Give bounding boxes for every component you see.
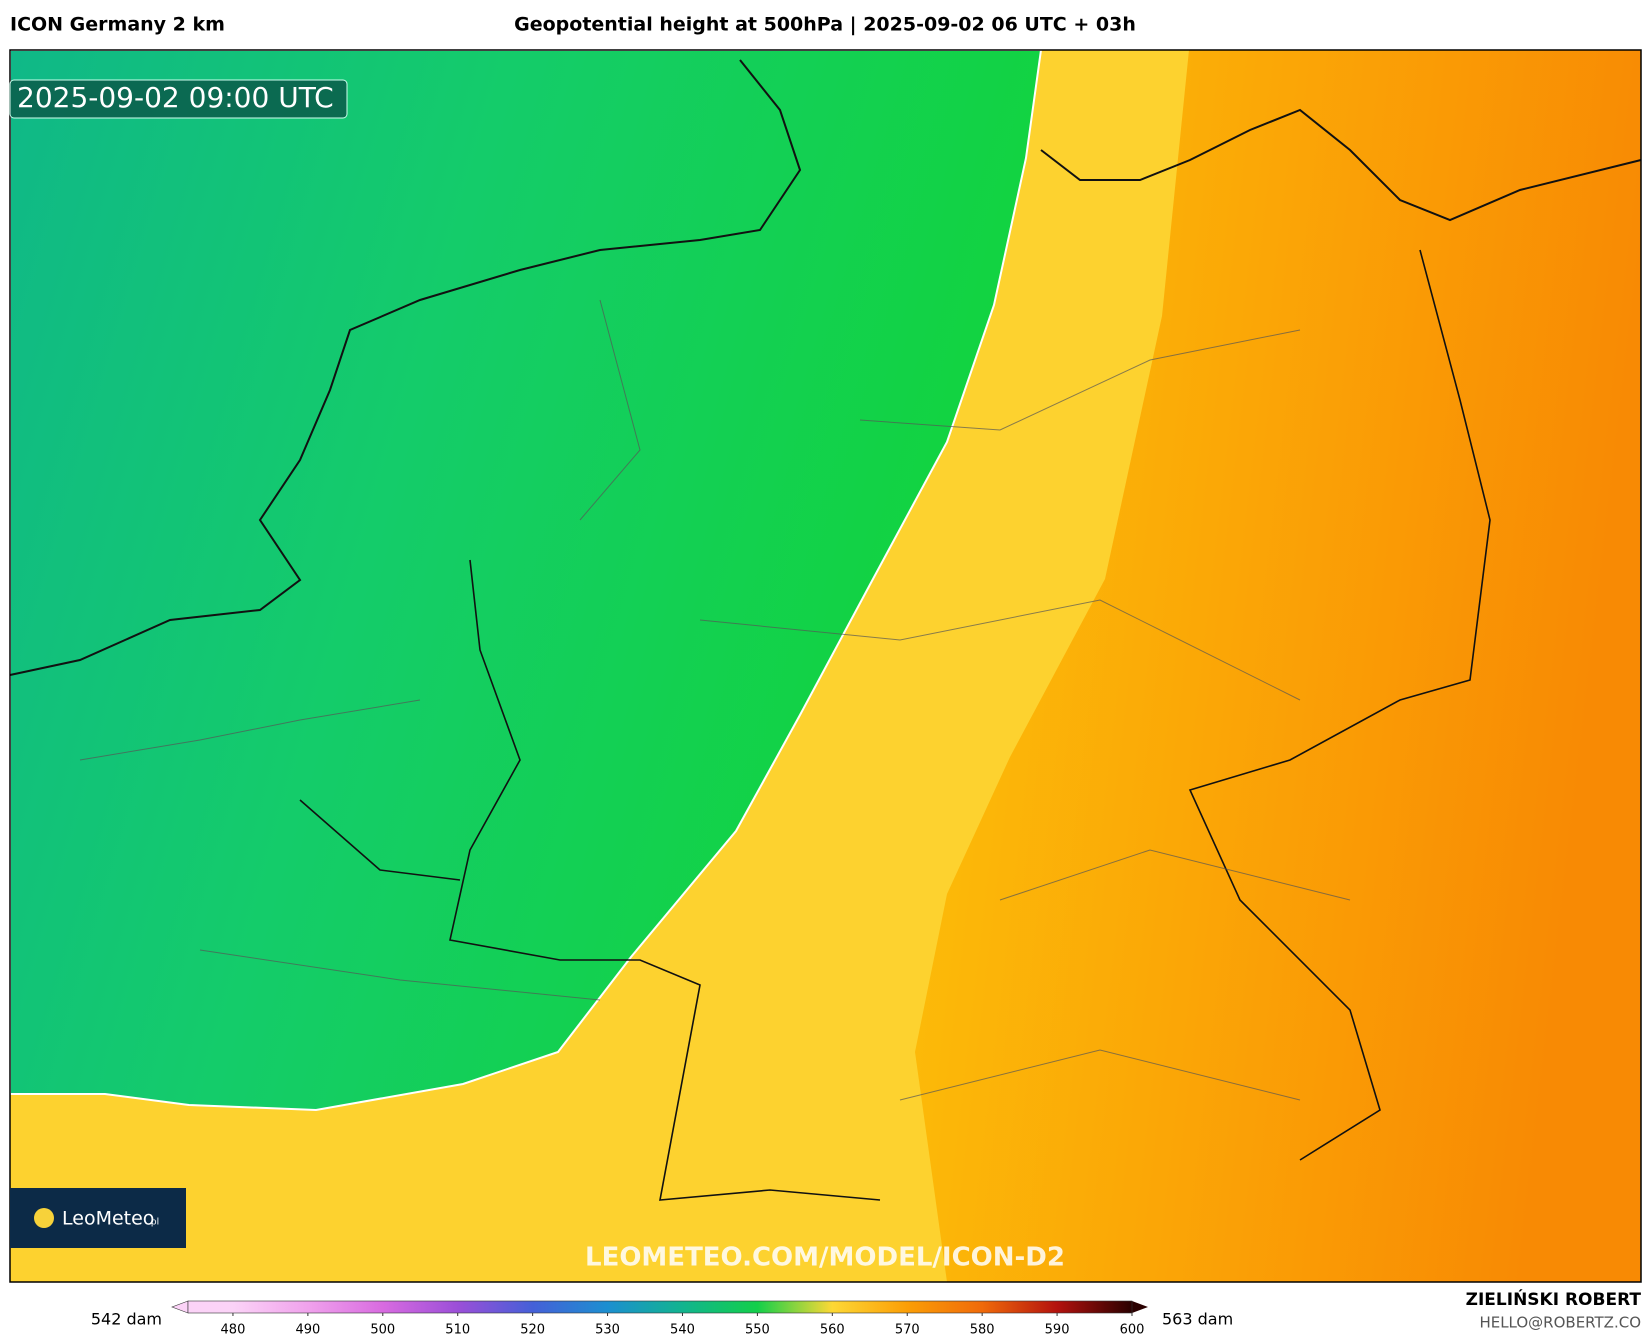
colorbar-max-arrow: [1132, 1301, 1148, 1313]
colorbar-min-label: 542 dam: [91, 1310, 162, 1329]
map-title: Geopotential height at 500hPa | 2025-09-…: [514, 14, 1136, 36]
author: ZIELIŃSKI ROBERT: [1466, 1288, 1642, 1310]
map-frame: [9, 49, 1642, 1283]
colorbar-tick-label: 530: [595, 1323, 620, 1338]
colorbar-tick-label: 510: [445, 1323, 470, 1338]
logo-suffix: .pl: [148, 1218, 159, 1228]
logo-sun: [34, 1208, 54, 1228]
colorbar-tick-label: 540: [670, 1323, 695, 1338]
region-borders: [79, 299, 1351, 1101]
timestamp-box: [9, 79, 348, 119]
colorbar-tick-label: 520: [520, 1323, 545, 1338]
timestamp: 2025-09-02 09:00 UTC: [17, 81, 334, 114]
colorbar-gradient: [187, 1300, 1133, 1314]
colorbar-tick-label: 560: [820, 1323, 845, 1338]
colorbar-tick-label: 490: [295, 1323, 320, 1338]
logo: LeoMeteo: [62, 1208, 154, 1230]
model-name: ICON Germany 2 km: [10, 14, 225, 36]
colorbar-tick-label: 550: [745, 1323, 770, 1338]
colorbar-min-arrow: [171, 1300, 189, 1314]
email: HELLO@ROBERTZ.CO: [1479, 1314, 1641, 1332]
colorbar-tick-label: 500: [370, 1323, 395, 1338]
colorbar-tick-label: 480: [221, 1323, 246, 1338]
orange-region: [915, 50, 1641, 1282]
country-borders: [299, 249, 1491, 1201]
green-region: [9, 49, 1043, 1112]
colorbar-tick-label: 600: [1120, 1323, 1145, 1338]
map: 2025-09-02 09:00 UTC LeoMeteo .pl LEOMET…: [9, 49, 1642, 1283]
colorbar-tick-label: 570: [895, 1323, 920, 1338]
watermark: LEOMETEO.COM/MODEL/ICON-D2: [585, 1243, 1065, 1273]
colorbar: 480 490 500 510 520 530 540 550 560 570 580 590 600: [171, 1300, 1148, 1338]
colorbar-max-label: 563 dam: [1162, 1310, 1233, 1329]
colorbar-tick-label: 580: [970, 1323, 995, 1338]
coastline: [9, 59, 1642, 676]
colorbar-tick-label: 590: [1045, 1323, 1070, 1338]
